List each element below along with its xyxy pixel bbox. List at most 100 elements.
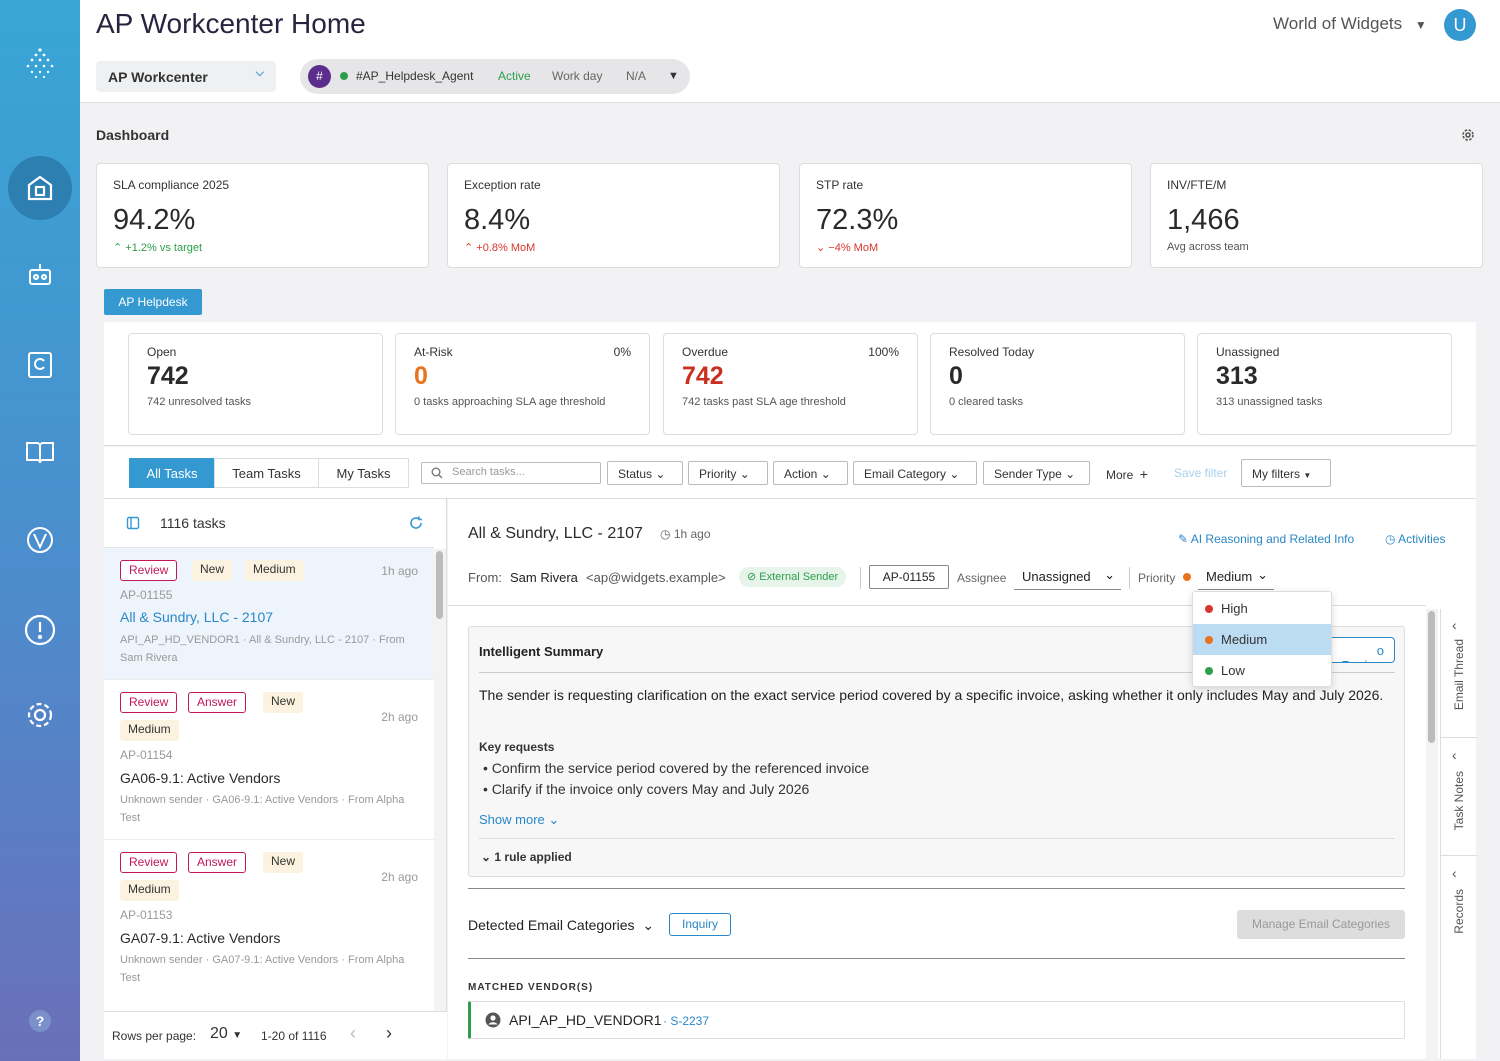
categories-label: Detected Email Categories bbox=[468, 917, 635, 933]
home-icon[interactable] bbox=[22, 170, 58, 206]
search-input[interactable]: Search tasks... bbox=[421, 462, 601, 484]
tab-task-notes[interactable]: Task Notes bbox=[1452, 771, 1466, 831]
tab-my-tasks[interactable]: My Tasks bbox=[318, 458, 409, 488]
list-scrollbar[interactable] bbox=[434, 549, 446, 1011]
rules-toggle[interactable]: ⌄ 1 rule applied bbox=[481, 850, 572, 864]
assignee-value: Unassigned bbox=[1022, 569, 1091, 584]
kpi-sub-text: −4% MoM bbox=[828, 242, 879, 254]
task-desc: Unknown sender · GA06-9.1: Active Vendor… bbox=[120, 794, 405, 824]
vendor-row[interactable]: API_AP_HD_VENDOR1 · S-2237 bbox=[468, 1001, 1405, 1039]
kpi-value: 1,466 bbox=[1167, 204, 1240, 236]
tab-all-tasks[interactable]: All Tasks bbox=[129, 458, 215, 488]
code-icon[interactable] bbox=[22, 346, 58, 382]
manage-categories-button[interactable]: Manage Email Categories bbox=[1237, 910, 1405, 939]
stat-open[interactable]: Open 742 742 unresolved tasks bbox=[128, 333, 383, 435]
vendor-name: API_AP_HD_VENDOR1 bbox=[509, 1012, 662, 1028]
stat-pct: 0% bbox=[613, 345, 631, 359]
list-item-selected[interactable]: Review New Medium 1h ago AP-01155 All & … bbox=[104, 548, 434, 680]
show-more-text: Show more bbox=[479, 812, 545, 827]
status-dot bbox=[340, 72, 348, 80]
list-item[interactable]: Review Answer New 2h ago Medium AP-01153… bbox=[104, 840, 434, 1010]
help-icon[interactable]: ? bbox=[22, 1003, 58, 1039]
badge-medium: Medium bbox=[120, 720, 179, 741]
page-range: 1-20 of 1116 bbox=[261, 1029, 327, 1043]
tab-team-tasks[interactable]: Team Tasks bbox=[214, 458, 319, 488]
stat-sub: 313 unassigned tasks bbox=[1216, 396, 1323, 408]
gear-icon[interactable] bbox=[22, 697, 58, 733]
assignee-select[interactable]: Unassigned ⌄ bbox=[1014, 562, 1121, 590]
ai-reasoning-link[interactable]: ✎ AI Reasoning and Related Info bbox=[1178, 532, 1354, 546]
priority-option-medium[interactable]: Medium bbox=[1193, 624, 1331, 655]
activities-text: Activities bbox=[1398, 532, 1446, 546]
stat-unassigned[interactable]: Unassigned 313 313 unassigned tasks bbox=[1197, 333, 1452, 435]
next-page-icon[interactable]: › bbox=[386, 1023, 392, 1043]
action-filter[interactable]: Action ⌄ bbox=[773, 461, 848, 485]
helpdesk-tag[interactable]: AP Helpdesk bbox=[104, 289, 202, 315]
workspace-label: AP Workcenter bbox=[108, 69, 208, 85]
detail-scrollbar[interactable] bbox=[1426, 609, 1438, 1059]
priority-option-high[interactable]: High bbox=[1193, 593, 1331, 624]
stat-sub: 0 cleared tasks bbox=[949, 396, 1023, 408]
avatar[interactable]: U bbox=[1444, 9, 1476, 41]
alert-icon[interactable] bbox=[22, 612, 58, 648]
more-filters-button[interactable]: More + bbox=[1106, 466, 1148, 482]
my-filters-dropdown[interactable]: My filters ▼ bbox=[1241, 459, 1331, 487]
book-icon[interactable] bbox=[22, 434, 58, 470]
save-filter-button[interactable]: Save filter bbox=[1174, 466, 1228, 480]
agent-shift: Work day bbox=[552, 69, 603, 83]
option-label: Medium bbox=[1221, 632, 1268, 647]
prev-page-icon[interactable]: ‹ bbox=[350, 1023, 356, 1043]
option-label: Low bbox=[1221, 663, 1245, 678]
rows-value: 20 bbox=[210, 1025, 228, 1042]
rows-per-page-select[interactable]: 20 ▼ bbox=[210, 1025, 242, 1043]
kpi-label: SLA compliance 2025 bbox=[113, 178, 230, 192]
chevron-left-icon[interactable]: ‹ bbox=[1452, 617, 1457, 633]
scrollbar-thumb[interactable] bbox=[1428, 611, 1435, 743]
chevron-left-icon[interactable]: ‹ bbox=[1452, 747, 1457, 763]
key-request-item: • Confirm the service period covered by … bbox=[483, 760, 870, 776]
filter-bar: All Tasks Team Tasks My Tasks Search tas… bbox=[104, 447, 1476, 499]
kpi-value: 8.4% bbox=[464, 204, 531, 236]
vendor-id[interactable]: · S-2237 bbox=[663, 1014, 710, 1028]
assignee-label: Assignee bbox=[957, 571, 1007, 585]
scrollbar-thumb[interactable] bbox=[436, 551, 443, 619]
priority-filter[interactable]: Priority ⌄ bbox=[688, 461, 768, 485]
robot-icon[interactable] bbox=[22, 258, 58, 294]
status-filter[interactable]: Status ⌄ bbox=[607, 461, 683, 485]
agent-status-pill[interactable]: # #AP_Helpdesk_Agent Active Work day N/A… bbox=[300, 59, 690, 94]
stat-resolved[interactable]: Resolved Today 0 0 cleared tasks bbox=[930, 333, 1185, 435]
tab-email-thread[interactable]: Email Thread bbox=[1452, 639, 1466, 711]
kpi-label: Exception rate bbox=[464, 178, 541, 192]
list-item[interactable]: Review Answer New 2h ago Medium AP-01154… bbox=[104, 680, 434, 840]
sender-type-filter[interactable]: Sender Type ⌄ bbox=[983, 461, 1090, 485]
svg-text:?: ? bbox=[36, 1013, 45, 1029]
task-count: 1116 tasks bbox=[160, 515, 226, 531]
show-more-link[interactable]: Show more ⌄ bbox=[479, 812, 559, 828]
caret-down-icon[interactable]: ▼ bbox=[668, 70, 679, 82]
priority-select[interactable]: Medium ⌄ bbox=[1198, 562, 1274, 590]
email-category-filter[interactable]: Email Category ⌄ bbox=[853, 461, 977, 485]
review-button[interactable]: o Review bbox=[1321, 637, 1395, 663]
org-name: World of Widgets bbox=[1273, 14, 1403, 33]
chevron-down-icon: ⌄ bbox=[1104, 567, 1115, 582]
tab-records[interactable]: Records bbox=[1452, 889, 1466, 934]
stat-at-risk[interactable]: At-Risk 0% 0 0 tasks approaching SLA age th… bbox=[395, 333, 650, 435]
stat-overdue[interactable]: Overdue 100% 742 742 tasks past SLA age thr… bbox=[663, 333, 918, 435]
category-chip[interactable]: Inquiry bbox=[669, 913, 731, 936]
priority-label: Priority bbox=[1138, 571, 1176, 585]
settings-icon[interactable] bbox=[1461, 128, 1475, 142]
search-placeholder: Search tasks... bbox=[452, 466, 525, 478]
task-desc: Unknown sender · GA07-9.1: Active Vendor… bbox=[120, 954, 405, 984]
collapse-panel-icon[interactable] bbox=[126, 516, 140, 530]
chevron-down-icon: ⌄ bbox=[739, 467, 750, 481]
filter-label: Status bbox=[618, 467, 653, 481]
caret-down-icon: ▼ bbox=[232, 1030, 243, 1041]
refresh-icon[interactable] bbox=[409, 516, 423, 530]
priority-option-low[interactable]: Low bbox=[1193, 655, 1331, 686]
chevron-left-icon[interactable]: ‹ bbox=[1452, 865, 1457, 881]
workspace-select[interactable]: AP Workcenter ⌵ bbox=[96, 61, 276, 92]
email-categories-toggle[interactable]: Detected Email Categories ⌄ bbox=[468, 917, 654, 934]
org-selector[interactable]: World of Widgets ▼ bbox=[1273, 14, 1427, 34]
activities-link[interactable]: ◷ Activities bbox=[1385, 532, 1446, 546]
validate-icon[interactable] bbox=[22, 522, 58, 558]
